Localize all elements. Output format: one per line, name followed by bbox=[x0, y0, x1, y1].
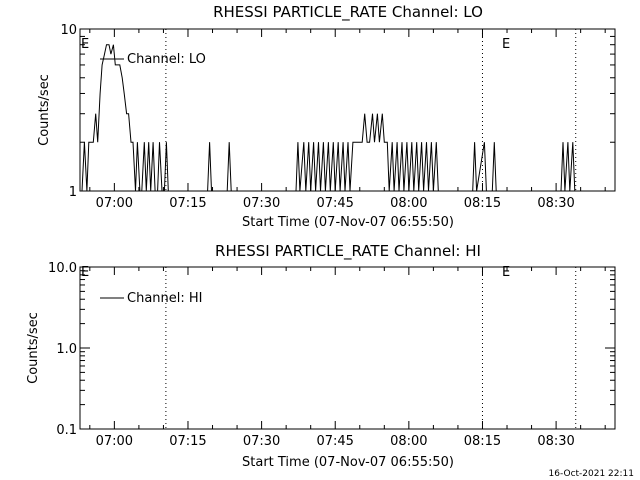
x-tick-label: 07:00 bbox=[96, 434, 133, 449]
x-tick-label: 08:30 bbox=[537, 196, 574, 211]
y-tick-label: 1 bbox=[69, 185, 77, 200]
chart-title: RHESSI PARTICLE_RATE Channel: HI bbox=[215, 242, 481, 261]
x-tick-label: 07:45 bbox=[316, 196, 353, 211]
legend-label: Channel: HI bbox=[127, 291, 203, 306]
x-tick-label: 07:15 bbox=[169, 196, 206, 211]
y-axis-label: Counts/sec bbox=[37, 74, 52, 146]
x-tick-label: 08:15 bbox=[464, 434, 501, 449]
x-tick-label: 07:30 bbox=[243, 434, 280, 449]
chart-panel-hi: RHESSI PARTICLE_RATE Channel: HI Start T… bbox=[26, 242, 616, 470]
x-tick-label: 07:15 bbox=[169, 434, 206, 449]
x-tick-label: 07:45 bbox=[316, 434, 353, 449]
marker-e-end: E bbox=[502, 265, 510, 280]
chart-title: RHESSI PARTICLE_RATE Channel: LO bbox=[213, 3, 483, 22]
x-axis-label: Start Time (07-Nov-07 06:55:50) bbox=[242, 215, 454, 230]
x-tick-label: 08:30 bbox=[537, 434, 574, 449]
plot-frame bbox=[79, 266, 616, 430]
marker-e-start: E bbox=[81, 265, 89, 280]
marker-e-start: E bbox=[81, 37, 89, 52]
y-axis-label: Counts/sec bbox=[26, 312, 41, 384]
x-tick-label: 08:00 bbox=[390, 196, 427, 211]
chart-panel-lo: RHESSI PARTICLE_RATE Channel: LO Start T… bbox=[37, 3, 616, 230]
marker-e-end: E bbox=[502, 37, 510, 52]
render-timestamp: 16-Oct-2021 22:11 bbox=[549, 469, 634, 479]
y-tick-label: 1.0 bbox=[56, 342, 77, 357]
x-tick-label: 08:15 bbox=[464, 196, 501, 211]
y-tick-label: 10.0 bbox=[48, 261, 77, 276]
x-tick-label: 07:30 bbox=[243, 196, 280, 211]
chart-marks: 07:00 07:15 07:30 07:45 08:00 08:15 08:30 0.1 1.… bbox=[48, 261, 615, 449]
legend-label: Channel: LO bbox=[127, 52, 206, 67]
chart-marks: 07:00 07:15 07:30 07:45 08:00 08:15 08:30 1 10 bbox=[60, 23, 615, 211]
x-tick-label: 07:00 bbox=[96, 196, 133, 211]
y-tick-label: 0.1 bbox=[56, 423, 77, 438]
series-line bbox=[80, 44, 578, 192]
x-tick-label: 08:00 bbox=[390, 434, 427, 449]
plot-frame bbox=[79, 28, 616, 192]
x-axis-label: Start Time (07-Nov-07 06:55:50) bbox=[242, 455, 454, 470]
y-tick-label: 10 bbox=[60, 23, 77, 38]
